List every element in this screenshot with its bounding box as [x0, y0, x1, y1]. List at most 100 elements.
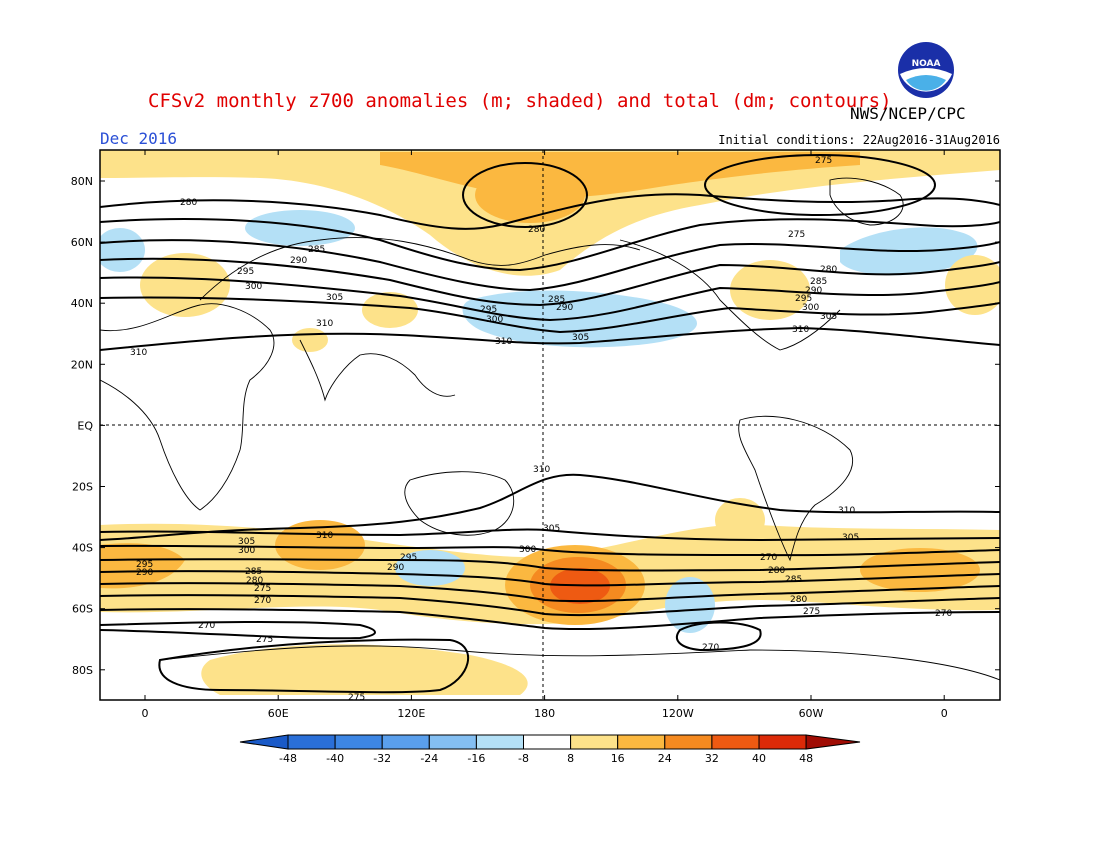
- contour-label: 310: [316, 319, 333, 329]
- indian-ocean-anomaly: [275, 520, 365, 570]
- colorbar-tick-label: 24: [658, 752, 672, 765]
- contour-label: 280: [246, 576, 263, 586]
- south-atlantic-anomaly: [100, 543, 185, 589]
- contour-label: 305: [572, 333, 589, 343]
- colorbar-tick-label: -48: [279, 752, 297, 765]
- contour-label: 290: [556, 303, 573, 313]
- lat-label: 80N: [71, 175, 93, 188]
- chile-positive-anomaly: [715, 498, 765, 542]
- contour-295-south: [100, 558, 1000, 572]
- grid-lines: [100, 150, 1000, 700]
- noaa-logo: NOAA: [896, 40, 956, 104]
- noaa-logo-icon: NOAA: [898, 42, 954, 98]
- contour-label: 305: [326, 293, 343, 303]
- contour-label: 270: [198, 621, 215, 631]
- contour-label: 280: [180, 198, 197, 208]
- contour-label: 290: [387, 563, 404, 573]
- antarctic-positive-anomaly: [201, 644, 528, 695]
- contour-label: 295: [795, 294, 812, 304]
- lat-label: 60S: [72, 603, 93, 616]
- colorbar-swatch: [334, 734, 383, 750]
- contour-label: 305: [238, 537, 255, 547]
- contour-270-south: [100, 620, 376, 640]
- contour-label: 305: [543, 524, 560, 534]
- colorbar-tick-label: 40: [752, 752, 766, 765]
- contour-275-antarctic: [158, 638, 470, 694]
- colorbar-tick-label: -24: [420, 752, 438, 765]
- africa-coastline: [100, 303, 275, 511]
- contour-275-south: [100, 608, 1000, 631]
- colorbar-tick-label: 32: [705, 752, 719, 765]
- contour-label: 295: [237, 267, 254, 277]
- contour-label: 300: [486, 315, 503, 325]
- south-america-coastline: [738, 415, 853, 562]
- lat-label: 80S: [72, 664, 93, 677]
- contour-305-south: [100, 528, 1000, 542]
- colorbar-swatch: [617, 734, 666, 750]
- contour-290-north: [100, 239, 1000, 292]
- contour-label: 285: [548, 295, 565, 305]
- contour-label: 295: [400, 553, 417, 563]
- map-plot-area: 275 280 285 290 295 300 305 310 280 285 …: [100, 150, 1000, 703]
- contour-305-north: [100, 296, 1000, 334]
- contour-285-south: [100, 582, 1000, 603]
- colorbar-swatch: [711, 734, 760, 750]
- contour-280-north: [100, 193, 1000, 230]
- map-title: CFSv2 monthly z700 anomalies (m; shaded)…: [148, 90, 892, 112]
- colorbar: -48 -40 -32 -24 -16 -8 8 16 24 32 40 48: [239, 734, 861, 765]
- initial-conditions: Initial conditions: 22Aug2016-31Aug2016: [718, 133, 1000, 147]
- contour-280-arctic: [462, 162, 588, 228]
- colorbar-swatch: [664, 734, 713, 750]
- south-pacific-east-anomaly: [860, 548, 980, 592]
- contour-310-north: [100, 326, 1000, 351]
- colorbar-tick-label: -40: [326, 752, 344, 765]
- contour-label: 300: [245, 282, 262, 292]
- contour-label: 310: [533, 465, 550, 475]
- south-asia-coastline: [299, 339, 456, 402]
- contour-label: 285: [810, 277, 827, 287]
- forecast-month: Dec 2016: [100, 129, 178, 148]
- india-positive-anomaly: [292, 328, 328, 352]
- contour-label: 285: [245, 567, 262, 577]
- eurasia-coastline: [199, 237, 641, 301]
- contour-label: 270: [760, 553, 777, 563]
- lat-label: 20N: [71, 358, 93, 371]
- contour-300-south: [100, 544, 1000, 557]
- contour-label: 305: [842, 533, 859, 543]
- contour-label: 280: [820, 265, 837, 275]
- colorbar-tick-label: -8: [518, 752, 529, 765]
- colorbar-swatch: [381, 734, 430, 750]
- central-asia-positive-anomaly: [362, 292, 418, 328]
- contour-270-antarctic: [675, 621, 762, 652]
- contour-label: 285: [308, 245, 325, 255]
- lat-label: 20S: [72, 481, 93, 494]
- contour-label: 290: [805, 286, 822, 296]
- contour-275-arctic: [704, 154, 936, 216]
- asia-negative-anomaly: [245, 210, 355, 246]
- siberia-anomaly: [475, 167, 585, 223]
- contour-280-south: [100, 594, 1000, 617]
- contour-310-south: [100, 473, 1000, 541]
- contour-label: 310: [495, 337, 512, 347]
- contour-295-north: [100, 257, 1000, 307]
- contour-label: 290: [136, 568, 153, 578]
- lon-label: 60E: [268, 707, 289, 720]
- colorbar-swatch: [475, 734, 524, 750]
- contour-label: 310: [316, 531, 333, 541]
- colorbar-swatch: [428, 734, 477, 750]
- colorbar-tick-label: 48: [799, 752, 813, 765]
- lon-label: 120W: [662, 707, 694, 720]
- contour-label: 270: [935, 609, 952, 619]
- lon-label: 120E: [397, 707, 425, 720]
- contour-label: 310: [792, 325, 809, 335]
- logo-text: NOAA: [912, 59, 941, 69]
- contour-label: 300: [238, 546, 255, 556]
- contour-label: 275: [815, 156, 832, 166]
- contour-labels: 275 280 285 290 295 300 305 310 280 285 …: [130, 156, 952, 703]
- colorbar-tick-label: 16: [611, 752, 625, 765]
- contour-label: 270: [254, 596, 271, 606]
- contour-label: 275: [348, 693, 365, 703]
- contour-label: 310: [838, 506, 855, 516]
- greenland-coastline: [829, 177, 904, 226]
